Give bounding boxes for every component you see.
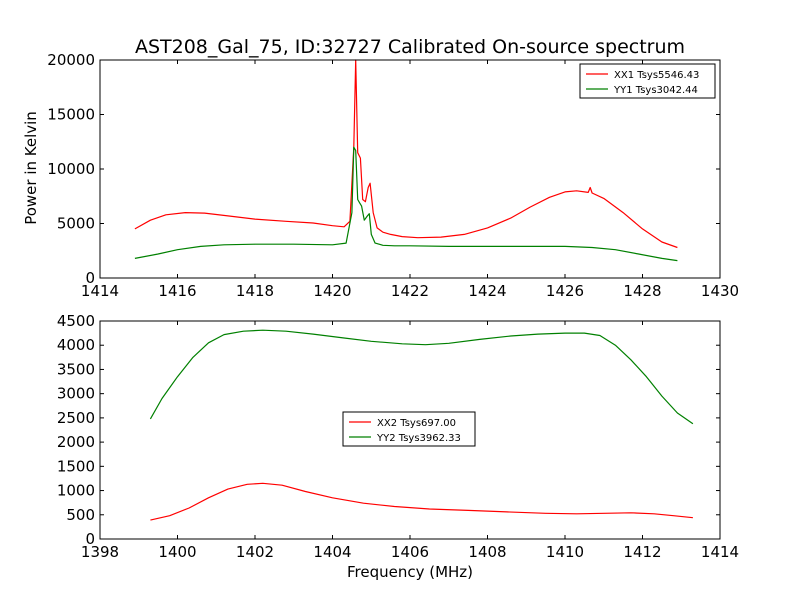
bottom-y-tick-label: 2500 xyxy=(57,409,95,427)
top-y-tick-label: 10000 xyxy=(47,160,95,178)
top-x-tick-label: 1430 xyxy=(701,282,739,300)
bottom-y-tick-label: 1500 xyxy=(57,457,95,475)
bottom-legend: XX2 Tsys697.00 YY2 Tsys3962.33 xyxy=(342,411,476,447)
bottom-x-tick-label: 1408 xyxy=(468,543,506,561)
top-x-tick-label: 1424 xyxy=(468,282,506,300)
x-axis-label: Frequency (MHz) xyxy=(347,563,473,581)
top-series-line-1 xyxy=(134,59,678,249)
bottom-y-tick-label: 500 xyxy=(66,506,95,524)
bottom-x-tick-label: 1414 xyxy=(701,543,739,561)
bottom-y-tick-label: 3500 xyxy=(57,360,95,378)
top-x-tick-label: 1426 xyxy=(546,282,584,300)
y-axis-label: Power in Kelvin xyxy=(22,111,40,225)
top-legend-entry: XX1 Tsys5546.43 xyxy=(614,70,699,81)
top-legend-entry: YY1 Tsys3042.44 xyxy=(613,85,698,96)
bottom-y-tick-label: 4000 xyxy=(57,336,95,354)
top-series-line-2 xyxy=(134,146,678,262)
bottom-y-tick-label: 1000 xyxy=(57,482,95,500)
bottom-y-tick-label: 4500 xyxy=(57,312,95,330)
bottom-x-tick-label: 1406 xyxy=(391,543,429,561)
bottom-x-tick-label: 1404 xyxy=(313,543,351,561)
top-x-tick-label: 1428 xyxy=(623,282,661,300)
bottom-y-tick-label: 0 xyxy=(85,530,95,548)
top-x-tick-label: 1422 xyxy=(391,282,429,300)
top-legend: XX1 Tsys5546.43 YY1 Tsys3042.44 xyxy=(579,63,716,99)
bottom-x-tick-label: 1398 xyxy=(81,543,119,561)
bottom-spectrum-plot: 1398 1400 1402 1404 1406 1408 1410 1412 1414 0 500… xyxy=(57,312,739,561)
bottom-x-tick-label: 1402 xyxy=(236,543,274,561)
bottom-legend-entry: XX2 Tsys697.00 xyxy=(377,418,456,429)
bottom-series-line-2 xyxy=(149,329,694,425)
bottom-x-tick-label: 1412 xyxy=(623,543,661,561)
top-x-tick-label: 1416 xyxy=(158,282,196,300)
bottom-legend-entry: YY2 Tsys3962.33 xyxy=(376,433,461,444)
top-y-tick-label: 5000 xyxy=(57,215,95,233)
top-x-tick-label: 1414 xyxy=(81,282,119,300)
top-y-tick-label: 15000 xyxy=(47,106,95,124)
bottom-y-tick-label: 3000 xyxy=(57,385,95,403)
bottom-series-line-1 xyxy=(150,482,693,521)
top-y-tick-label: 20000 xyxy=(47,51,95,69)
top-y-tick-label: 0 xyxy=(85,269,95,287)
chart-title: AST208_Gal_75, ID:32727 Calibrated On-so… xyxy=(135,36,685,58)
bottom-x-tick-label: 1400 xyxy=(158,543,196,561)
bottom-y-tick-label: 2000 xyxy=(57,433,95,451)
bottom-x-tick-label: 1410 xyxy=(546,543,584,561)
top-x-tick-label: 1420 xyxy=(313,282,351,300)
top-x-tick-label: 1418 xyxy=(236,282,274,300)
top-spectrum-plot: 1414 1416 1418 1420 1422 1424 1426 1428 1430 0 500… xyxy=(47,51,739,300)
